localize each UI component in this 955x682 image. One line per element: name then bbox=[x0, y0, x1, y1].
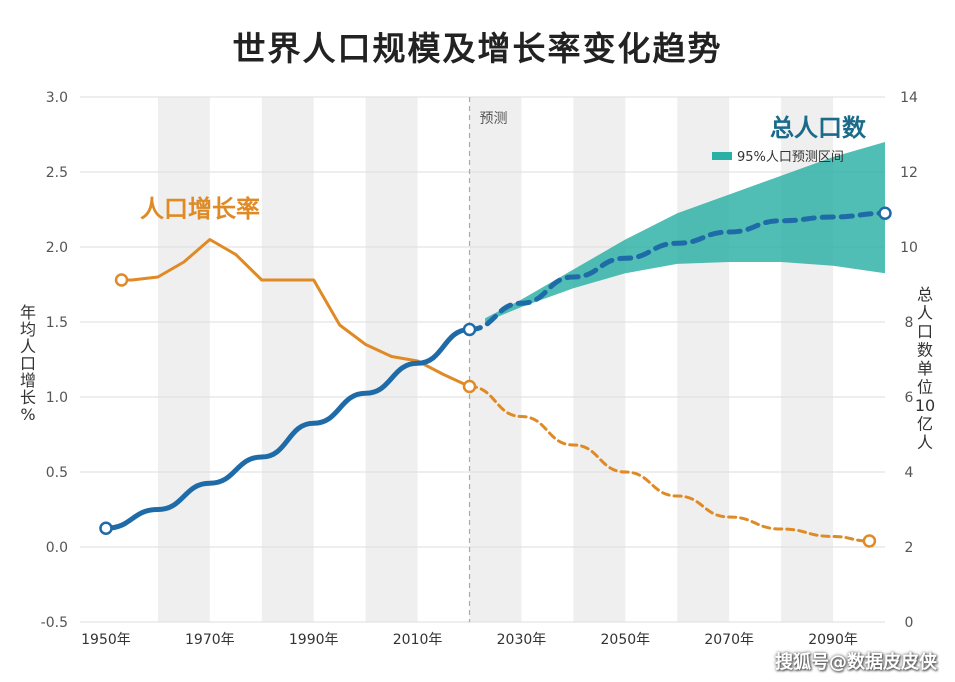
right-axis-tick-label: 12 bbox=[900, 165, 918, 181]
x-axis-tick-label: 2030年 bbox=[497, 632, 547, 648]
rate-line-solid bbox=[120, 238, 472, 388]
legend-band-swatch bbox=[712, 152, 732, 160]
right-axis-tick-label: 4 bbox=[905, 465, 914, 481]
right-axis-tick-label: 0 bbox=[905, 615, 914, 631]
rate-series-label: 人口增长率 bbox=[140, 195, 260, 223]
population-start-marker bbox=[99, 521, 113, 535]
population-forecast-marker bbox=[462, 322, 477, 337]
forecast-label: 预测 bbox=[480, 111, 508, 127]
right-axis-label-char: 位 bbox=[917, 378, 933, 397]
right-axis-tick-label: 6 bbox=[905, 390, 914, 406]
right-axis-tick-label: 2 bbox=[905, 540, 914, 556]
background-stripe bbox=[157, 97, 210, 622]
left-axis-label-char: % bbox=[20, 405, 35, 424]
left-axis-tick-label: 1.0 bbox=[46, 390, 68, 406]
rate-line-dashed bbox=[468, 385, 871, 543]
left-axis-label-char: 增 bbox=[20, 371, 36, 390]
right-axis-label-char: 人 bbox=[917, 304, 933, 323]
right-axis-label-char: 10 bbox=[915, 396, 935, 415]
left-axis-label-char: 年 bbox=[20, 303, 36, 322]
x-axis-tick-label: 2050年 bbox=[601, 632, 651, 648]
left-axis-tick-label: 0.5 bbox=[46, 465, 68, 481]
background-stripe bbox=[677, 97, 730, 622]
population-line-solid bbox=[103, 327, 473, 531]
left-axis-label-char: 人 bbox=[20, 337, 36, 356]
legend-band-label: 95%人口预测区间 bbox=[737, 150, 844, 165]
x-axis-tick-label: 1950年 bbox=[81, 632, 131, 648]
rate-start-marker bbox=[114, 273, 129, 287]
x-axis-tick-label: 2010年 bbox=[393, 632, 443, 648]
population-line-dashed bbox=[467, 210, 888, 332]
watermark: 搜狐号@数据皮皮侠 bbox=[775, 652, 937, 673]
left-axis-label-char: 均 bbox=[20, 320, 36, 339]
left-axis-tick-label: 0.0 bbox=[46, 540, 68, 556]
population-series-label: 总人口数 bbox=[770, 114, 867, 142]
background-stripe bbox=[261, 97, 314, 622]
right-axis-tick-label: 14 bbox=[900, 90, 918, 106]
left-axis-label-char: 口 bbox=[20, 354, 36, 373]
background-stripe bbox=[573, 97, 626, 622]
right-axis-label-char: 口 bbox=[917, 322, 933, 341]
left-axis-tick-label: 2.5 bbox=[46, 165, 68, 181]
right-axis-label-char: 数 bbox=[917, 341, 933, 360]
left-axis-tick-label: 3.0 bbox=[46, 90, 68, 106]
left-axis-tick-label: 1.5 bbox=[46, 315, 68, 331]
right-axis-label-char: 亿 bbox=[917, 415, 933, 434]
left-axis-label-char: 长 bbox=[20, 388, 36, 407]
rate-end-marker bbox=[862, 534, 877, 548]
x-axis-tick-label: 1970年 bbox=[185, 632, 235, 648]
left-axis-tick-label: -0.5 bbox=[41, 615, 68, 631]
right-axis-label-char: 人 bbox=[917, 433, 933, 452]
right-axis-label-char: 单 bbox=[917, 359, 933, 378]
left-axis-tick-label: 2.0 bbox=[46, 240, 68, 256]
x-axis-tick-label: 2090年 bbox=[808, 632, 858, 648]
right-axis-label-char: 总 bbox=[917, 285, 933, 304]
chart-title: 世界人口规模及增长率变化趋势 bbox=[232, 29, 723, 68]
rate-forecast-marker bbox=[462, 379, 477, 394]
background-stripe bbox=[469, 97, 522, 622]
x-axis-tick-label: 1990年 bbox=[289, 632, 339, 648]
right-axis-tick-label: 8 bbox=[905, 315, 914, 331]
right-axis-tick-label: 10 bbox=[900, 240, 918, 256]
population-end-marker bbox=[878, 206, 892, 220]
x-axis-tick-label: 2070年 bbox=[704, 632, 754, 648]
